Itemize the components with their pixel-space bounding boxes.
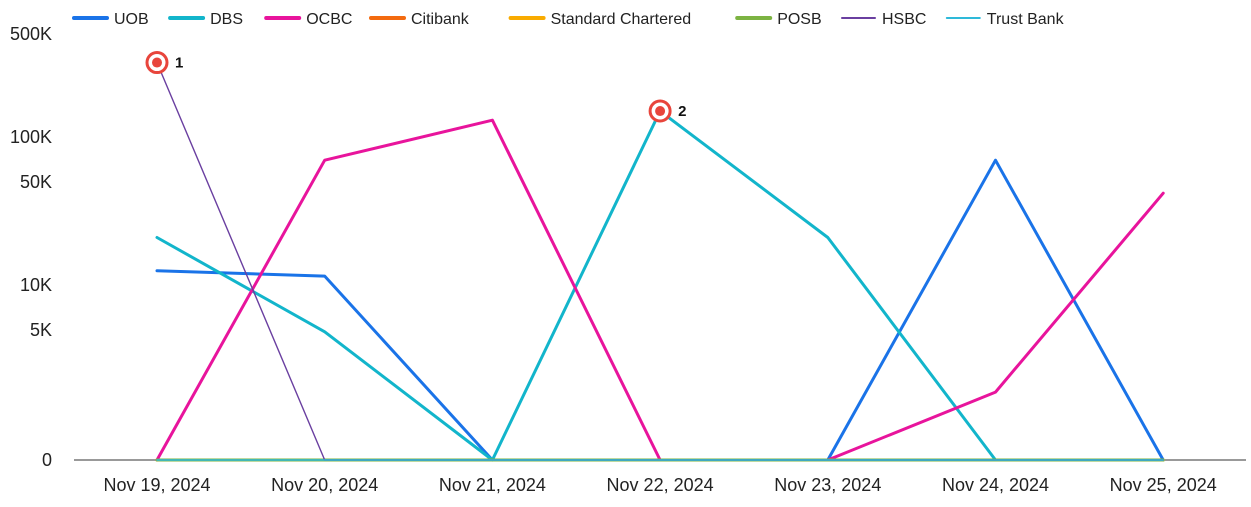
x-tick-label: Nov 19, 2024	[103, 475, 210, 495]
x-tick-label: Nov 20, 2024	[271, 475, 378, 495]
legend-label: Trust Bank	[987, 11, 1065, 28]
y-tick-label: 0	[42, 450, 52, 470]
series-line-dbs	[155, 109, 1165, 462]
legend-label: Citibank	[411, 11, 470, 28]
y-tick-label: 10K	[20, 275, 52, 295]
legend-label: DBS	[210, 11, 243, 28]
x-tick-label: Nov 23, 2024	[774, 475, 881, 495]
annotation-label: 2	[678, 103, 686, 120]
legend-label: UOB	[114, 11, 149, 28]
x-tick-label: Nov 22, 2024	[607, 475, 714, 495]
y-tick-label: 5K	[30, 320, 52, 340]
x-tick-label: Nov 21, 2024	[439, 475, 546, 495]
annotation-dot	[152, 57, 162, 68]
series-line-uob	[155, 158, 1165, 462]
annotation-dot	[655, 106, 666, 117]
legend-label: HSBC	[882, 11, 926, 28]
annotation-label: 1	[175, 55, 183, 72]
y-tick-label: 50K	[20, 172, 52, 192]
y-tick-label: 100K	[10, 127, 52, 147]
legend-label: Standard Chartered	[551, 11, 692, 28]
series-line-ocbc	[155, 118, 1165, 462]
legend-label: POSB	[777, 11, 821, 28]
y-tick-label: 500K	[10, 24, 52, 44]
x-tick-label: Nov 24, 2024	[942, 475, 1049, 495]
x-tick-label: Nov 25, 2024	[1110, 475, 1217, 495]
legend-label: OCBC	[306, 11, 352, 28]
